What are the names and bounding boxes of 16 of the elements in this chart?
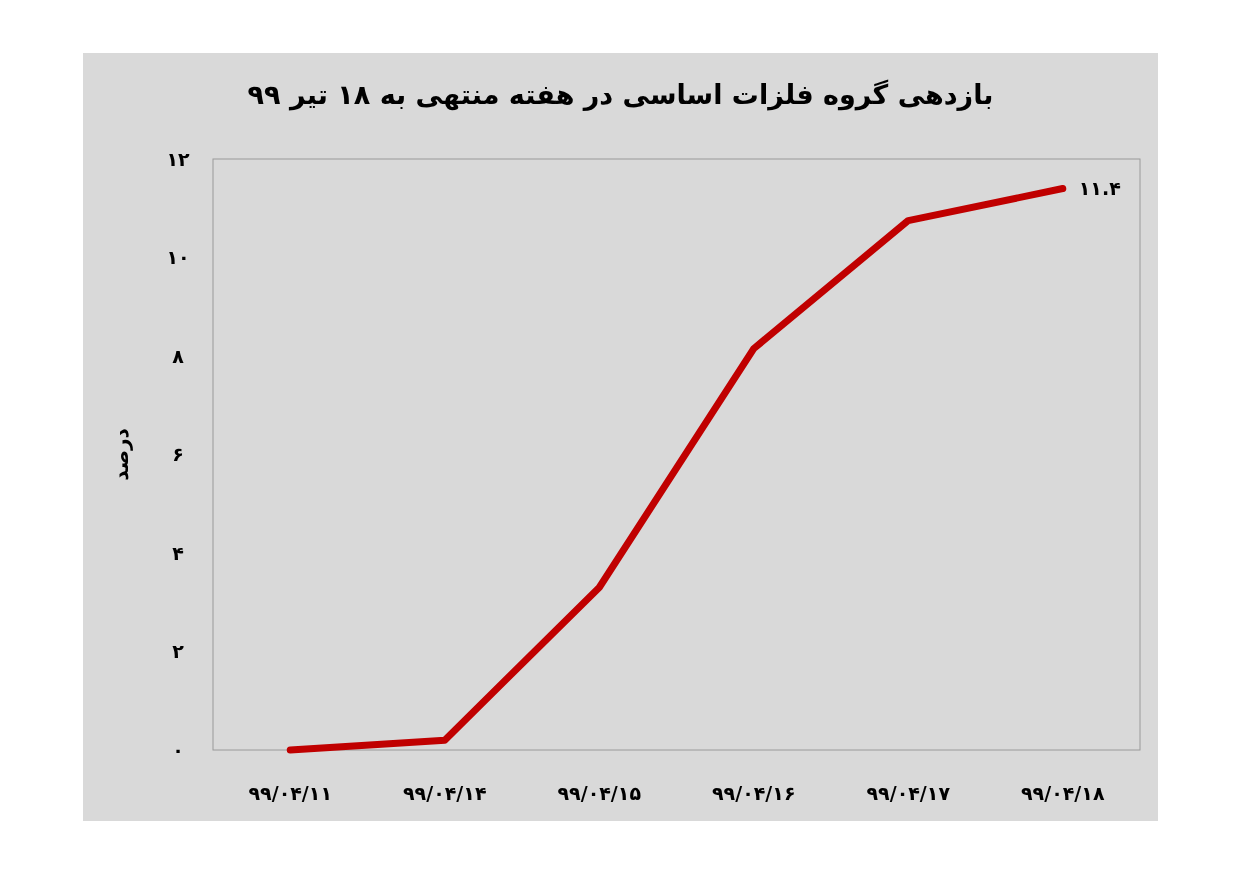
x-tick-label: ۹۹/۰۴/۱۵ <box>557 782 642 804</box>
y-tick-label: ۱۰ <box>166 246 190 269</box>
y-tick-label: ۸ <box>172 344 185 367</box>
y-tick-label: ۴ <box>172 541 184 564</box>
y-tick-label: ۱۲ <box>166 147 190 170</box>
x-tick-label: ۹۹/۰۴/۱۸ <box>1021 782 1105 804</box>
x-tick-label: ۹۹/۰۴/۱۶ <box>712 782 796 804</box>
y-axis-title: درصد <box>109 428 133 481</box>
y-tick-label: ۶ <box>172 443 184 466</box>
x-tick-label: ۹۹/۰۴/۱۷ <box>866 782 951 804</box>
y-tick-label: ۲ <box>172 640 185 663</box>
x-tick-label: ۹۹/۰۴/۱۱ <box>248 782 332 804</box>
data-label: ۱۱.۴ <box>1078 177 1121 200</box>
chart-title: بازدهی گروه فلزات اساسی در هفته منتهی به ۱۸ تیر ۹۹ <box>247 79 994 111</box>
x-tick-label: ۹۹/۰۴/۱۴ <box>403 782 487 804</box>
y-tick-label: ۰ <box>172 738 184 761</box>
